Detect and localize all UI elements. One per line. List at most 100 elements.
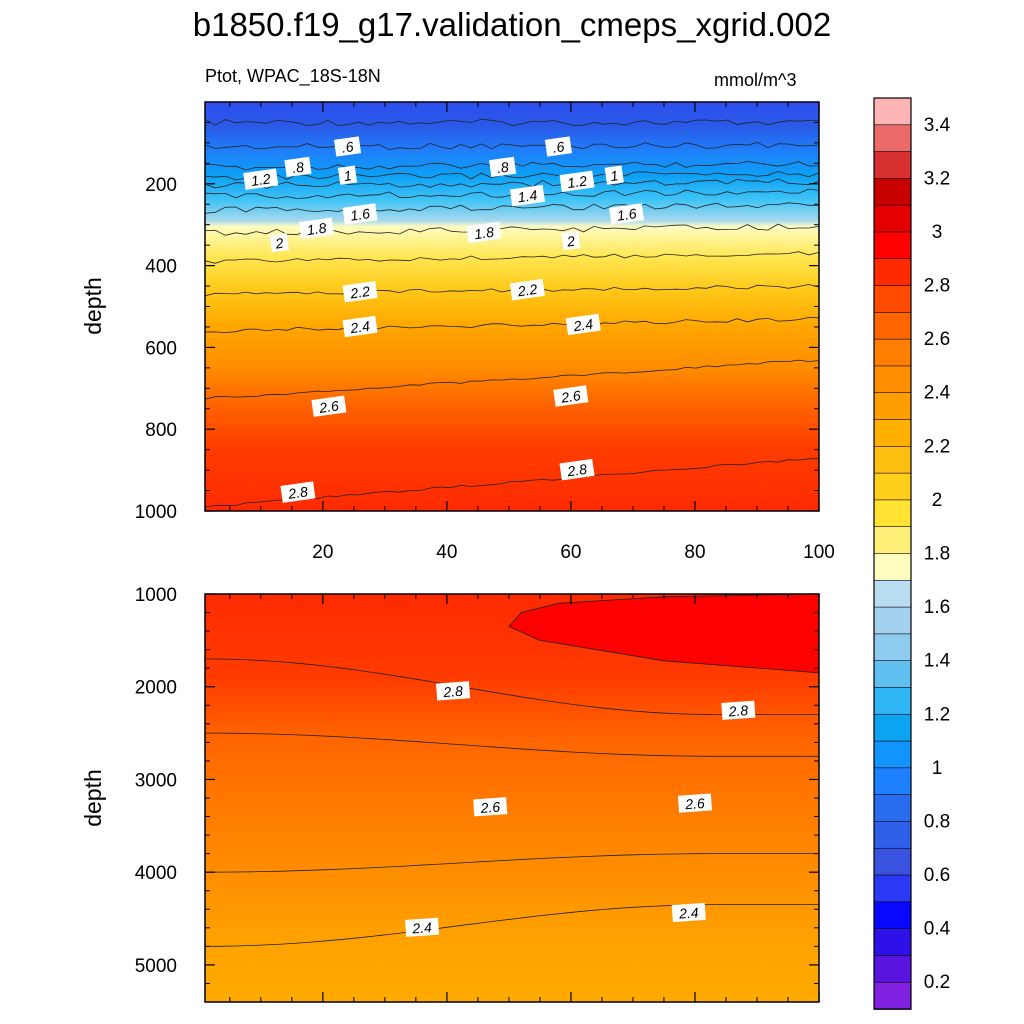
colorbar-swatch: [873, 955, 912, 983]
contour-label-text: 2: [565, 233, 576, 250]
colorbar-swatch: [873, 633, 912, 662]
y-tick-label: 2000: [135, 678, 177, 699]
contour-label: 1.6: [609, 203, 645, 225]
contour-label: 1: [337, 165, 358, 185]
contour-label-box: [559, 170, 595, 193]
contour-label: 2.4: [565, 313, 601, 336]
lower-y-axis-label: depth: [80, 769, 106, 827]
contour-label-box: [473, 797, 508, 817]
y-tick-label: 5000: [135, 956, 177, 977]
colorbar-label: 1: [932, 758, 943, 779]
colorbar-label: 3.4: [924, 115, 951, 136]
colorbar-label: 2.8: [924, 276, 950, 297]
colorbar-swatch: [873, 446, 912, 474]
contour-label: 2: [561, 231, 581, 251]
y-tick-label: 600: [145, 338, 177, 359]
contour-line-1-2: [205, 178, 819, 189]
x-tick-label: 80: [684, 542, 705, 563]
colorbar-label: 1.8: [924, 544, 950, 565]
colorbar-label: 2.2: [924, 436, 950, 457]
contour-label-text: 1.4: [517, 187, 539, 206]
contour-line-2-6: [205, 853, 819, 873]
y-tick-label: 400: [145, 257, 177, 278]
contour-label: 2.8: [436, 681, 471, 701]
colorbar-swatch: [873, 821, 912, 850]
contour-label-box: [269, 233, 289, 253]
y-tick-label: 3000: [135, 770, 177, 791]
colorbar-swatch: [873, 338, 912, 367]
contour-label-text: 1: [343, 167, 353, 184]
contour-line-1: [205, 170, 819, 181]
colorbar-swatch: [873, 874, 912, 903]
contour-label: 2.4: [405, 917, 440, 937]
colorbar-label: 1.4: [924, 651, 951, 672]
colorbar-swatch: [873, 178, 912, 206]
colorbar-swatch: [873, 901, 912, 930]
contour-label-text: 1.2: [250, 170, 272, 189]
contour-label: .8: [489, 156, 517, 178]
contour-label: 1.6: [342, 203, 378, 225]
contour-label: 1.4: [509, 184, 545, 207]
colorbar-swatch: [873, 365, 912, 394]
contour-label-text: 2.8: [565, 461, 588, 480]
contour-label-box: [561, 231, 581, 251]
contour-label-text: 2.2: [516, 281, 539, 300]
max-region-3: [508, 594, 819, 674]
contour-line-0-6: [205, 141, 819, 150]
contour-label: 1.8: [299, 217, 335, 240]
colorbar-label: 2.4: [924, 383, 951, 404]
contour-label-text: 2.4: [572, 316, 595, 335]
contour-label-text: .6: [552, 138, 566, 155]
contour-label: 2.6: [311, 395, 347, 417]
y-tick-label: 4000: [135, 863, 177, 884]
colorbar-swatch: [873, 124, 912, 153]
contour-label: 2.6: [473, 797, 508, 817]
contour-label-text: 1.2: [566, 172, 588, 191]
contour-label-text: 2.8: [286, 483, 309, 502]
colorbar-swatch: [873, 472, 912, 501]
contour-label-box: [489, 156, 517, 178]
contour-label: 1.2: [559, 170, 595, 193]
contour-line-1-6: [205, 202, 819, 214]
contour-label-text: 1.8: [306, 219, 328, 238]
colorbar-label: 0.8: [924, 811, 950, 832]
colorbar-label: 1.2: [924, 704, 950, 725]
contour-label-text: 2: [273, 235, 284, 252]
contour-label-text: .6: [341, 138, 355, 155]
colorbar-label: 3: [932, 222, 943, 243]
contour-label-text: 2.6: [559, 387, 582, 406]
colorbar-swatch: [873, 767, 912, 796]
contour-label-box: [337, 165, 358, 185]
colorbar-swatch: [873, 151, 912, 180]
contour-label: 2: [269, 233, 289, 253]
colorbar-label: 2.6: [924, 329, 950, 350]
contour-label-box: [466, 221, 502, 244]
contour-label-box: [721, 700, 756, 720]
contour-label-box: [544, 136, 572, 157]
colorbar-swatch: [873, 97, 912, 126]
upper-y-axis-label: depth: [80, 277, 106, 335]
contour-label-box: [299, 217, 335, 240]
contour-label-text: 2.4: [348, 318, 371, 337]
contour-label-box: [677, 793, 713, 813]
contour-label: 2.8: [721, 700, 756, 720]
contour-label: .6: [333, 136, 362, 157]
contour-label: 1.2: [243, 168, 279, 190]
contour-label-box: [243, 168, 279, 190]
colorbar-swatch: [873, 794, 912, 823]
contour-label-text: 1.6: [616, 205, 638, 224]
contour-label-text: 1.8: [473, 224, 495, 243]
contour-label-box: [509, 278, 545, 301]
contour-label-box: [559, 458, 595, 481]
contour-line-2-4: [205, 317, 819, 334]
contour-label: 2.6: [677, 793, 713, 813]
colorbar-label: 0.2: [924, 972, 950, 993]
contour-label-box: [436, 681, 471, 701]
contour-label-box: [342, 280, 378, 303]
colorbar-swatch: [873, 526, 912, 555]
contour-label-text: 2.8: [727, 702, 749, 719]
contour-label-box: [671, 902, 706, 923]
colorbar-swatch: [873, 606, 912, 635]
